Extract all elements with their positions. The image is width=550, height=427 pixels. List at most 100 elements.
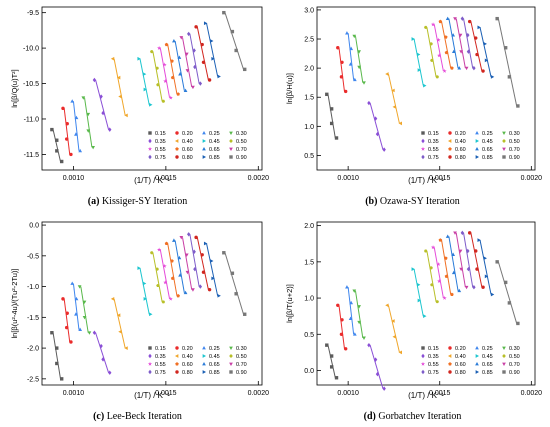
data-point-0.15 [334,136,339,140]
data-point-0.25 [78,327,83,332]
x-tick-label: 0.0010 [63,390,85,397]
fit-line-0.20 [63,298,71,343]
fit-line-0.45 [413,268,424,317]
legend-marker-0.25 [202,130,206,135]
data-point-0.60 [164,241,169,246]
data-point-0.30 [86,112,91,117]
legend-marker-0.40 [174,354,179,358]
legend-marker-0.60 [448,147,452,151]
y-tick-label: 1.5 [304,95,314,102]
legend-marker-0.55 [420,146,426,151]
data-point-0.25 [345,285,349,289]
data-point-0.40 [110,297,115,301]
fit-line-0.40 [113,58,126,116]
data-point-0.40 [124,113,128,118]
legend-label-0.40: 0.40 [455,139,466,145]
fit-line-0.65 [174,40,185,91]
legend-marker-0.80 [448,155,452,159]
legend-marker-0.30 [502,131,506,136]
data-point-0.40 [398,121,402,126]
fit-line-0.80 [196,237,209,290]
data-point-0.60 [444,35,448,39]
legend-label-0.85: 0.85 [209,370,220,376]
data-point-0.35 [373,357,378,362]
data-point-0.65 [451,270,456,275]
y-tick-label: -1.5 [27,315,39,322]
data-point-0.85 [477,25,481,30]
data-point-0.60 [170,59,174,63]
data-point-0.65 [457,66,462,70]
data-point-0.20 [64,137,69,141]
caption-b: (b) Ozawa-SY Iteration [275,196,550,207]
fit-line-0.15 [327,345,336,378]
legend-marker-0.30 [502,346,506,351]
data-point-0.75 [192,48,196,53]
legend-label-0.90: 0.90 [236,370,247,376]
data-point-0.45 [142,72,147,76]
data-point-0.35 [373,116,378,121]
legend-label-0.60: 0.60 [455,362,466,368]
legend-label-0.50: 0.50 [509,354,520,360]
data-point-0.15 [329,354,334,358]
legend-label-0.55: 0.55 [155,147,166,153]
data-point-0.45 [149,102,153,107]
data-point-0.50 [430,283,434,287]
data-point-0.65 [183,290,188,295]
legend-label-0.45: 0.45 [209,139,220,145]
data-point-0.30 [357,320,362,325]
data-point-0.55 [437,278,442,283]
data-point-0.90 [495,16,499,21]
data-point-0.30 [352,34,357,39]
data-point-0.85 [484,58,489,63]
y-tick-label: 3.0 [304,7,314,14]
data-point-0.45 [137,266,141,271]
data-point-0.25 [70,281,75,285]
data-point-0.65 [172,238,176,242]
data-point-0.25 [345,31,349,35]
data-point-0.45 [143,297,147,301]
legend-label-0.30: 0.30 [509,131,520,137]
fit-line-0.60 [441,21,452,69]
data-point-0.70 [453,17,457,21]
legend-marker-0.85 [202,155,207,159]
data-point-0.35 [99,94,103,99]
fit-line-0.60 [167,44,178,95]
fit-line-0.25 [347,287,355,335]
legend-label-0.15: 0.15 [428,131,439,137]
data-point-0.90 [243,312,247,316]
fit-line-0.55 [433,24,444,72]
data-point-0.40 [391,319,395,323]
data-point-0.30 [357,50,361,54]
y-axis-label: ln[β/H(u)] [285,73,294,104]
legend-marker-0.60 [175,362,179,366]
data-point-0.90 [234,292,238,296]
y-tick-label: -10.0 [23,46,39,53]
fit-line-0.55 [159,249,171,299]
data-point-0.85 [203,241,208,246]
legend-marker-0.90 [502,370,506,374]
data-point-0.70 [185,270,190,275]
fit-line-0.25 [72,283,80,330]
data-point-0.50 [150,251,154,255]
legend-label-0.20: 0.20 [455,346,466,352]
legend-marker-0.35 [148,138,152,144]
data-point-0.40 [116,313,121,318]
data-point-0.60 [176,293,180,298]
data-point-0.20 [64,325,69,330]
x-tick-label: 0.0020 [521,390,543,397]
fit-line-0.85 [206,23,219,77]
legend-marker-0.45 [475,139,480,143]
legend-marker-0.70 [502,362,506,367]
data-point-0.55 [157,45,162,50]
data-point-0.75 [186,31,191,37]
data-point-0.35 [108,127,112,132]
legend-label-0.85: 0.85 [482,155,493,161]
fit-line-0.50 [152,51,163,102]
x-tick-label: 0.0010 [63,175,85,182]
x-axis-label: (1/T) / K⁻¹ [134,391,170,400]
data-point-0.50 [156,83,160,87]
legend-marker-0.50 [502,354,506,358]
y-tick-label: 0.5 [304,153,314,160]
data-point-0.40 [385,303,389,308]
data-point-0.80 [201,270,206,274]
